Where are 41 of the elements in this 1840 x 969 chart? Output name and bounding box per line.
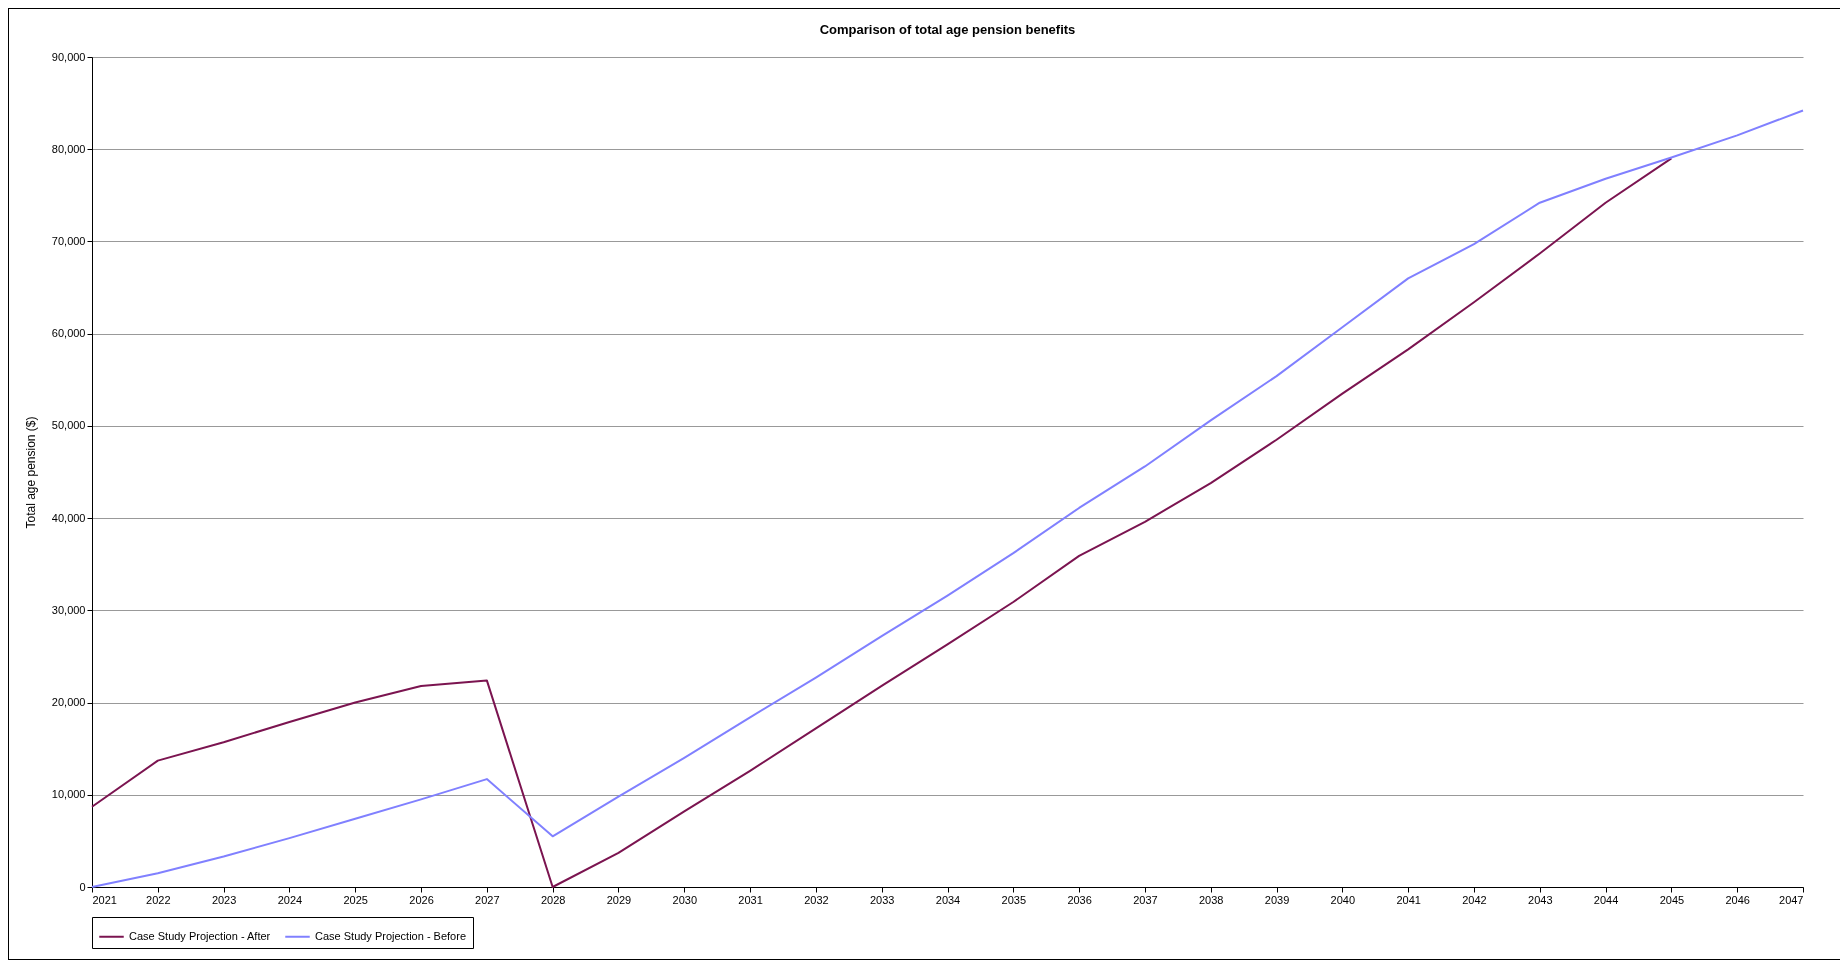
x-tick-label: 2028 bbox=[540, 893, 566, 906]
x-tick-label: 2022 bbox=[146, 893, 171, 906]
y-tick-label: 0 bbox=[79, 880, 86, 893]
x-tick-label: 2038 bbox=[1198, 893, 1224, 906]
x-tick-label: 2021 bbox=[92, 893, 117, 906]
x-tick-label: 2026 bbox=[409, 893, 434, 906]
x-tick-label: 2047 bbox=[1779, 893, 1804, 906]
x-tick-label: 2025 bbox=[343, 893, 368, 906]
y-tick-label: 80,000 bbox=[51, 142, 86, 155]
x-tick-label: 2036 bbox=[1067, 893, 1092, 906]
x-tick-label: 2034 bbox=[935, 893, 961, 906]
y-tick-label: 30,000 bbox=[51, 603, 86, 616]
x-tick-label: 2035 bbox=[1001, 893, 1027, 906]
legend-label: Case Study Projection - Before bbox=[315, 929, 467, 942]
y-tick-label: 40,000 bbox=[51, 511, 86, 524]
x-tick-label: 2027 bbox=[475, 893, 500, 906]
y-tick-label: 60,000 bbox=[51, 327, 86, 340]
y-tick-label: 10,000 bbox=[51, 788, 86, 801]
x-tick-label: 2041 bbox=[1396, 893, 1421, 906]
x-tick-label: 2032 bbox=[804, 893, 829, 906]
x-tick-label: 2030 bbox=[672, 893, 698, 906]
x-tick-label: 2024 bbox=[277, 893, 303, 906]
y-axis-title: Total age pension ($) bbox=[23, 416, 38, 529]
y-tick-label: 50,000 bbox=[51, 419, 86, 432]
x-tick-label: 2037 bbox=[1133, 893, 1158, 906]
x-tick-label: 2039 bbox=[1264, 893, 1290, 906]
x-tick-label: 2045 bbox=[1659, 893, 1685, 906]
x-tick-label: 2040 bbox=[1330, 893, 1356, 906]
x-tick-label: 2033 bbox=[869, 893, 895, 906]
x-tick-label: 2043 bbox=[1528, 893, 1553, 906]
x-tick-label: 2031 bbox=[738, 893, 763, 906]
x-tick-label: 2042 bbox=[1462, 893, 1487, 906]
y-tick-label: 20,000 bbox=[51, 696, 86, 709]
x-tick-label: 2044 bbox=[1593, 893, 1619, 906]
x-tick-label: 2029 bbox=[606, 893, 632, 906]
y-tick-label: 70,000 bbox=[51, 234, 86, 247]
y-tick-label: 90,000 bbox=[51, 50, 86, 63]
x-tick-label: 2046 bbox=[1725, 893, 1750, 906]
x-tick-label: 2023 bbox=[211, 893, 237, 906]
chart-title: Comparison of total age pension benefits bbox=[819, 22, 1076, 37]
legend-label: Case Study Projection - After bbox=[129, 929, 271, 942]
